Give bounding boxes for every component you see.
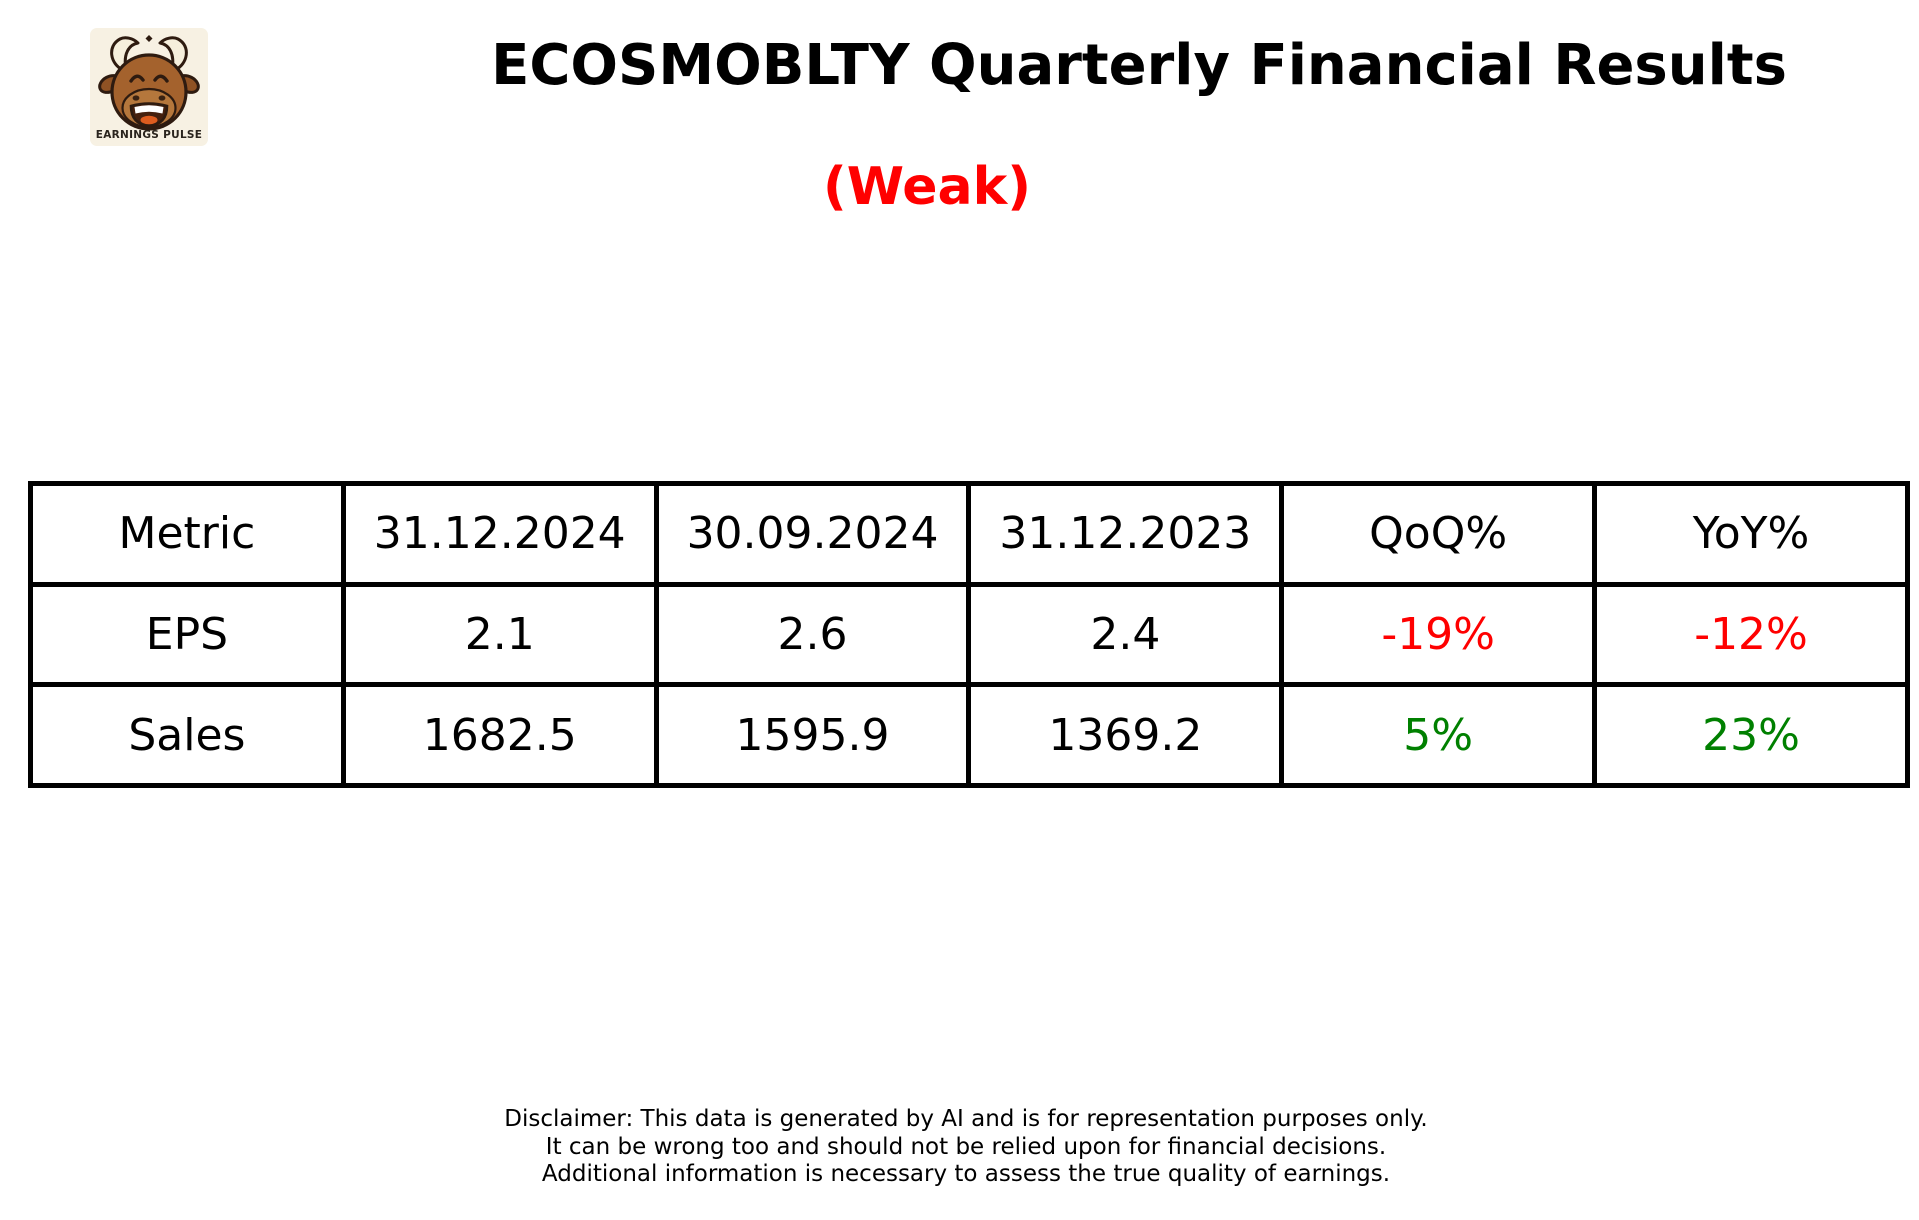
col-header-q-previous: 30.09.2024 [653,481,972,587]
table-row-eps: EPS 2.1 2.6 2.4 -19% -12% [28,581,1910,688]
laughing-bull-icon [90,28,208,146]
eps-yoy-change: -12% [1592,581,1910,688]
col-header-qoq: QoQ% [1279,481,1598,587]
col-header-q-yearago: 31.12.2023 [966,481,1285,587]
eps-value-yearago: 2.4 [966,581,1285,688]
table-row-sales: Sales 1682.5 1595.9 1369.2 5% 23% [28,682,1910,788]
eps-qoq-change: -19% [1279,581,1598,688]
table-header-row: Metric 31.12.2024 30.09.2024 31.12.2023 … [28,481,1910,587]
sales-value-current: 1682.5 [340,682,659,788]
eps-value-previous: 2.6 [653,581,972,688]
sales-qoq-change: 5% [1279,682,1598,788]
verdict-subtitle: (Weak) [823,157,1031,217]
eps-metric-label: EPS [28,581,346,688]
disclaimer-line-2: It can be wrong too and should not be re… [545,1133,1387,1160]
earnings-pulse-logo: EARNINGS PULSE [90,28,208,146]
page-title: ECOSMOBLTY Quarterly Financial Results [491,33,1787,98]
sales-value-previous: 1595.9 [653,682,972,788]
sales-yoy-change: 23% [1592,682,1910,788]
sales-metric-label: Sales [28,682,346,788]
disclaimer-text: Disclaimer: This data is generated by AI… [504,1106,1427,1189]
disclaimer-line-1: Disclaimer: This data is generated by AI… [504,1106,1428,1132]
quarterly-results-table: Metric 31.12.2024 30.09.2024 31.12.2023 … [28,481,1910,788]
col-header-q-current: 31.12.2024 [340,481,659,587]
disclaimer-line-3: Additional information is necessary to a… [541,1161,1391,1187]
col-header-yoy: YoY% [1592,481,1910,587]
sales-value-yearago: 1369.2 [966,682,1285,788]
col-header-metric: Metric [28,481,346,587]
eps-value-current: 2.1 [340,581,659,688]
logo-brand-text: EARNINGS PULSE [95,129,203,141]
